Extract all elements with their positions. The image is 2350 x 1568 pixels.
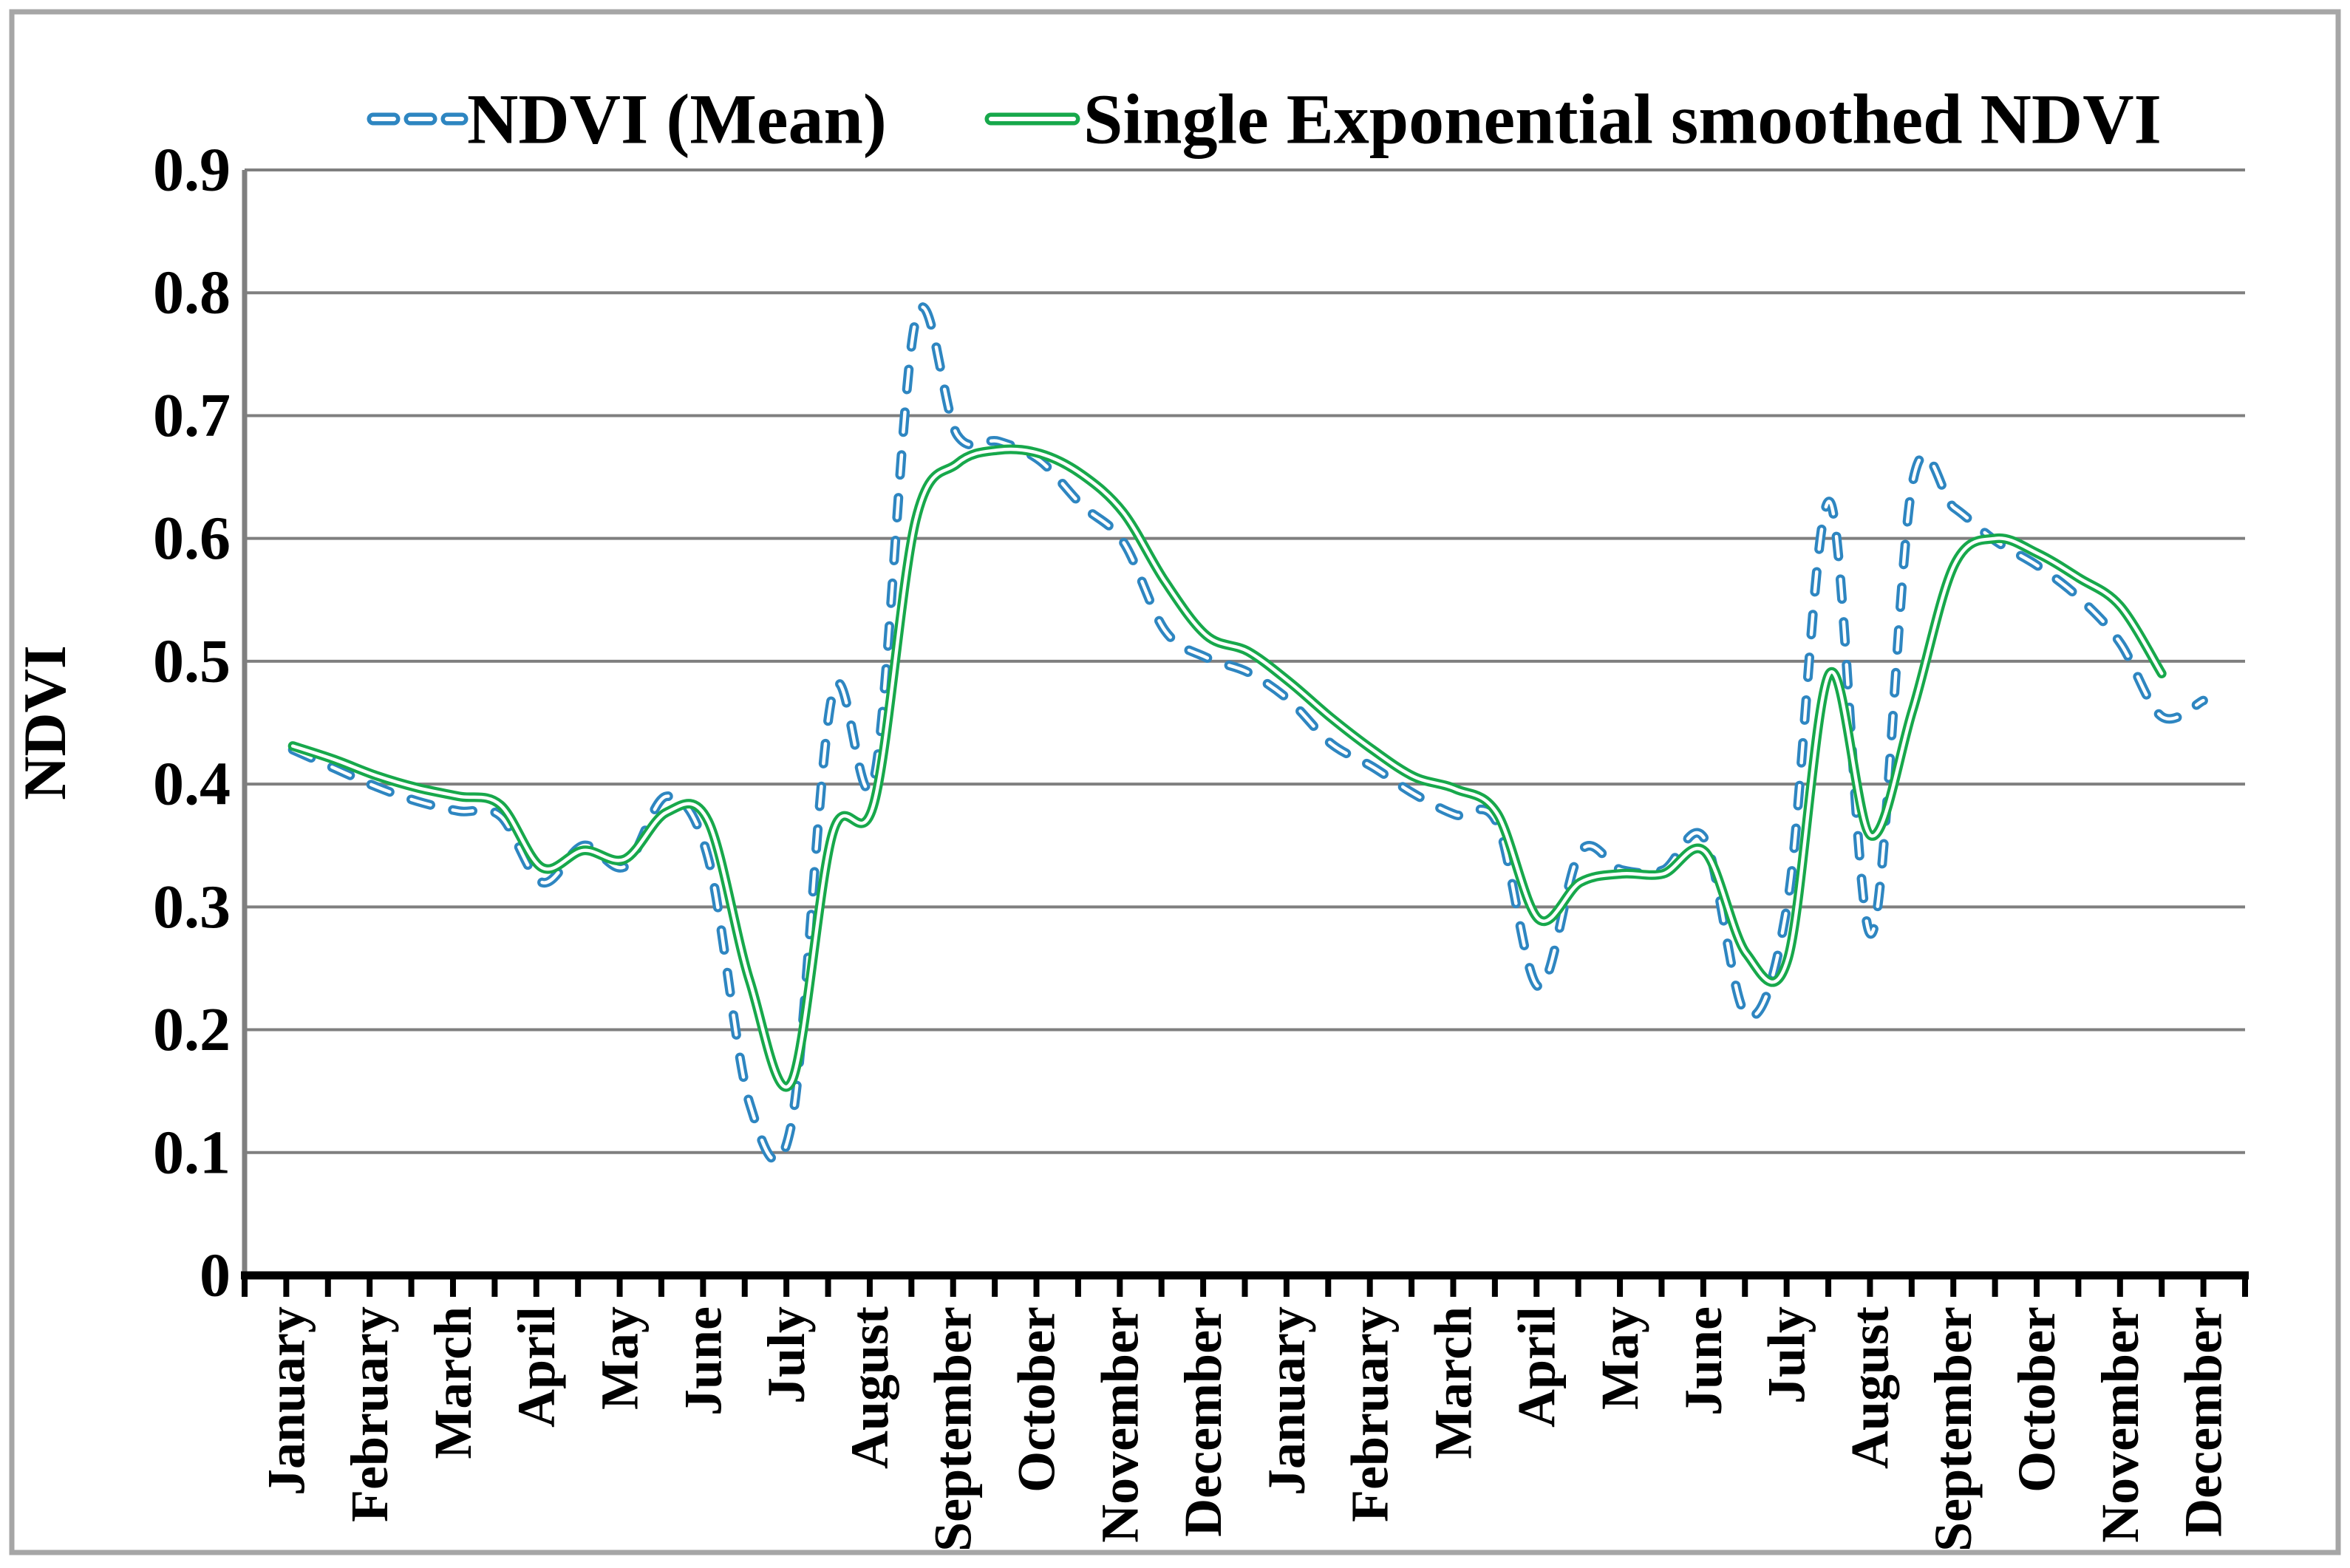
y-tick-label-0.6: 0.6 [153,504,231,573]
y-tick-label-0.1: 0.1 [153,1118,231,1187]
legend-label-ndvi-mean: NDVI (Mean) [467,80,887,159]
y-tick-label-0.5: 0.5 [153,627,231,695]
x-month-label-may-2: May [1590,1306,1649,1410]
x-month-label-may-1: May [590,1306,650,1410]
x-month-label-november-1: November [1090,1306,1149,1543]
x-month-label-november-2: November [2091,1306,2150,1543]
series-line-core-smoothed-ndvi [290,447,2164,1089]
x-month-label-september-2: September [1924,1306,1983,1552]
x-month-label-december-1: December [1174,1306,1233,1537]
x-month-label-april-2: April [1507,1306,1566,1428]
x-month-label-july-2: July [1757,1306,1816,1404]
x-month-label-october-1: October [1007,1306,1066,1493]
x-month-label-june-2: June [1674,1306,1733,1416]
y-tick-label-0.9: 0.9 [153,136,231,205]
y-tick-label-0.4: 0.4 [153,750,231,819]
x-month-label-december-2: December [2174,1306,2233,1537]
x-month-label-january-1: January [256,1306,316,1496]
y-tick-label-0.2: 0.2 [153,995,231,1064]
figure-border [9,9,2341,1555]
x-month-label-september-1: September [924,1306,983,1552]
series-line-core-ndvi-mean [290,305,2205,1162]
x-month-label-march-1: March [423,1306,483,1459]
y-tick-label-0.7: 0.7 [153,381,231,450]
series-line-smoothed-ndvi [287,444,2167,1092]
y-tick-label-0.3: 0.3 [153,873,231,941]
x-month-label-august-2: August [1840,1306,1899,1469]
x-month-label-october-2: October [2007,1306,2066,1493]
legend-label-smoothed-ndvi: Single Exponential smoothed NDVI [1083,80,2162,159]
x-month-label-january-2: January [1257,1306,1316,1496]
x-month-label-april-1: April [507,1306,566,1428]
y-tick-label-0: 0 [200,1241,231,1310]
y-tick-label-0.8: 0.8 [153,259,231,327]
x-month-label-february-1: February [340,1306,399,1522]
x-month-label-june-1: June [673,1306,732,1416]
x-month-label-july-1: July [757,1306,816,1404]
x-month-label-march-2: March [1423,1306,1482,1459]
y-axis-title: NDVI [11,645,78,800]
series-line-ndvi-mean [287,302,2208,1165]
x-month-label-february-2: February [1341,1306,1400,1522]
x-month-label-august-1: August [840,1306,899,1469]
